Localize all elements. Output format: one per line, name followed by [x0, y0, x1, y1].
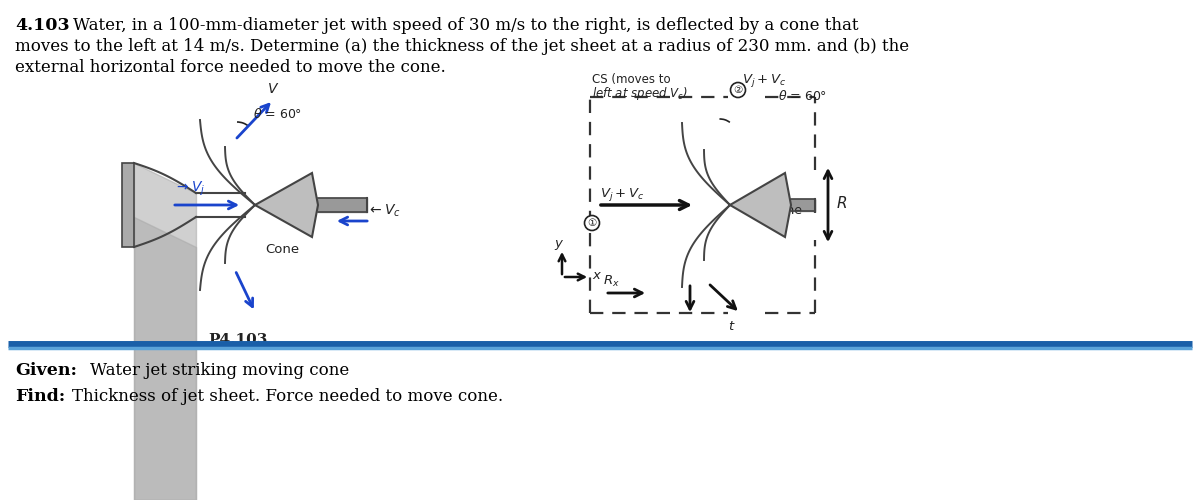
Text: Thickness of jet sheet. Force needed to move cone.: Thickness of jet sheet. Force needed to … — [72, 388, 503, 405]
Text: $t$: $t$ — [728, 320, 736, 333]
Text: Find:: Find: — [14, 388, 65, 405]
Circle shape — [731, 82, 745, 98]
Text: $R_x$: $R_x$ — [604, 274, 619, 289]
Text: moves to the left at 14 m/s. Determine (a) the thickness of the jet sheet at a r: moves to the left at 14 m/s. Determine (… — [14, 38, 910, 55]
Text: $y$: $y$ — [554, 238, 564, 252]
Text: Water, in a 100-mm-diameter jet with speed of 30 m/s to the right, is deflected : Water, in a 100-mm-diameter jet with spe… — [73, 17, 858, 34]
Text: $x$: $x$ — [592, 269, 602, 282]
Text: 4.103: 4.103 — [14, 17, 70, 34]
Text: P4.103: P4.103 — [209, 333, 268, 347]
Text: $\theta$ = 60°: $\theta$ = 60° — [778, 89, 827, 103]
Text: $R$: $R$ — [836, 195, 847, 211]
Polygon shape — [256, 173, 318, 237]
Text: $\theta$ = 60°: $\theta$ = 60° — [253, 107, 302, 121]
Text: $V$: $V$ — [266, 82, 280, 96]
Text: external horizontal force needed to move the cone.: external horizontal force needed to move… — [14, 59, 445, 76]
Polygon shape — [122, 163, 134, 247]
Text: Cone: Cone — [265, 243, 299, 256]
Text: Water jet striking moving cone: Water jet striking moving cone — [90, 362, 349, 379]
Circle shape — [584, 216, 600, 230]
Text: CS (moves to: CS (moves to — [592, 73, 671, 86]
Text: $\rightarrow V_j$: $\rightarrow V_j$ — [174, 180, 205, 198]
Text: $V_j + V_c$: $V_j + V_c$ — [742, 72, 786, 89]
Text: ①: ① — [587, 218, 596, 228]
Text: $V_j + V_c$: $V_j + V_c$ — [600, 186, 644, 203]
Text: Cone: Cone — [770, 204, 802, 218]
Text: Given:: Given: — [14, 362, 77, 379]
Text: left at speed $V_c$): left at speed $V_c$) — [592, 85, 688, 102]
Polygon shape — [730, 173, 791, 237]
Text: $\leftarrow V_c$: $\leftarrow V_c$ — [367, 202, 401, 219]
Text: ②: ② — [733, 85, 743, 95]
